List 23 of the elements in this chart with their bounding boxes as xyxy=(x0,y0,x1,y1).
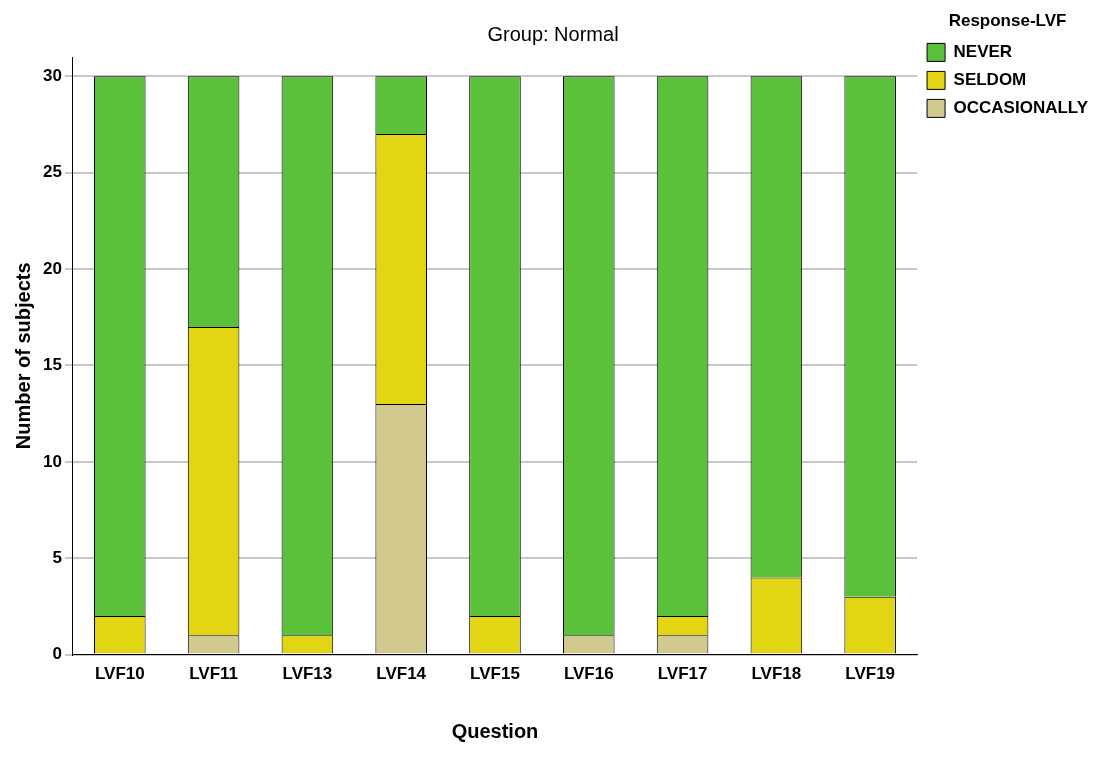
x-axis-title: Question xyxy=(451,719,539,742)
x-tick-label: LVF19 xyxy=(845,664,896,684)
x-tick-label: LVF10 xyxy=(94,664,145,684)
legend-title: Response-LVF xyxy=(948,11,1067,31)
y-tick-label: 10 xyxy=(42,451,62,471)
legend-label: OCCASIONALLY xyxy=(953,98,1089,118)
x-tick-label: LVF17 xyxy=(657,664,708,684)
x-tick-label: LVF15 xyxy=(470,664,520,684)
y-tick-label: 0 xyxy=(52,644,62,664)
legend-label: NEVER xyxy=(953,42,1013,62)
y-tick-label: 15 xyxy=(42,355,62,375)
y-tick-label: 25 xyxy=(42,162,62,182)
legend-label: SELDOM xyxy=(953,70,1027,90)
y-tick-label: 30 xyxy=(42,65,62,85)
x-tick-label: LVF16 xyxy=(563,664,614,684)
x-tick-label: LVF11 xyxy=(189,664,239,684)
x-tick-label: LVF13 xyxy=(282,664,333,684)
y-tick-label: 5 xyxy=(52,547,62,567)
y-tick-label: 20 xyxy=(42,258,62,278)
x-tick-label: LVF14 xyxy=(376,664,427,684)
y-axis-title: Number of subjects xyxy=(11,262,34,450)
chart-title: Group: Normal xyxy=(487,22,619,45)
x-tick-label: LVF18 xyxy=(751,664,802,684)
